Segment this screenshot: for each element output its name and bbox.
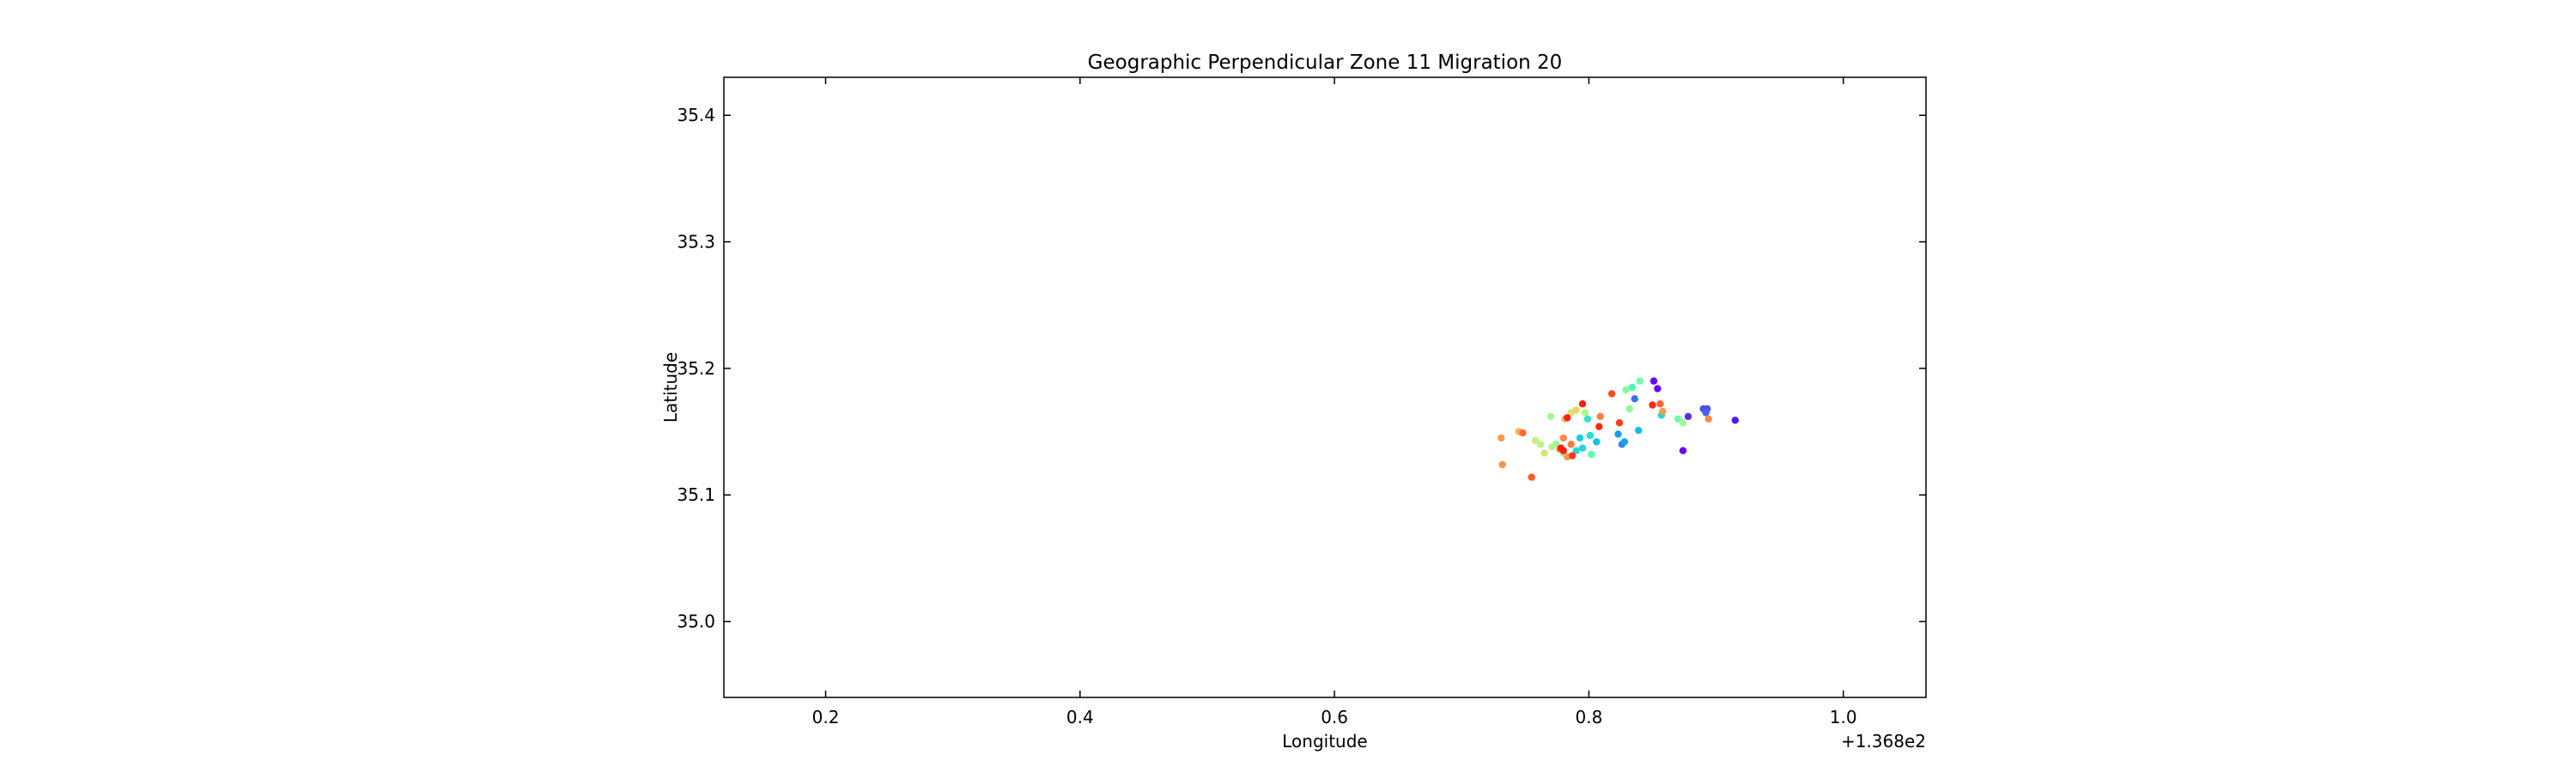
data-point xyxy=(1631,395,1638,403)
data-point xyxy=(1564,414,1571,422)
data-point xyxy=(1628,383,1637,392)
data-points xyxy=(1498,377,1740,481)
data-point xyxy=(1536,441,1545,448)
data-point xyxy=(1540,449,1548,457)
data-point xyxy=(1559,434,1568,442)
data-point xyxy=(1528,473,1535,481)
data-point xyxy=(1654,385,1662,393)
data-point xyxy=(1620,438,1629,446)
data-point xyxy=(1622,386,1630,394)
data-point xyxy=(1596,412,1604,421)
data-point xyxy=(1548,443,1556,451)
data-point xyxy=(1595,423,1603,430)
x-tick-label: 0.6 xyxy=(1321,707,1348,727)
data-point xyxy=(1519,429,1527,437)
x-axis-label: Longitude xyxy=(1282,731,1367,752)
data-point xyxy=(1588,450,1595,459)
data-point xyxy=(1593,438,1601,446)
data-point xyxy=(1679,419,1687,427)
data-point xyxy=(1679,447,1687,454)
data-point xyxy=(1498,460,1506,469)
x-tick-label: 1.0 xyxy=(1830,707,1857,727)
data-point xyxy=(1636,377,1643,385)
data-point xyxy=(1567,441,1575,448)
data-point xyxy=(1659,407,1667,416)
x-axis-offset-label: +1.368e2 xyxy=(1841,731,1926,752)
y-axis-label: Latitude xyxy=(660,352,681,423)
data-point xyxy=(1568,452,1577,460)
data-point xyxy=(1498,434,1505,442)
data-point xyxy=(1581,409,1589,417)
y-tick-label: 35.4 xyxy=(677,105,715,125)
data-point xyxy=(1731,417,1740,424)
data-point xyxy=(1572,406,1580,414)
data-point xyxy=(1607,390,1616,398)
plot-frame xyxy=(723,76,1927,698)
y-tick-label: 35.3 xyxy=(677,232,715,253)
y-tick-label: 35.2 xyxy=(677,358,715,379)
data-point xyxy=(1625,405,1634,413)
y-tick-label: 35.0 xyxy=(677,612,715,632)
y-tick-label: 35.1 xyxy=(677,484,715,505)
data-point xyxy=(1578,444,1587,452)
data-point xyxy=(1614,430,1622,438)
data-point xyxy=(1684,412,1692,421)
data-point xyxy=(1532,436,1540,445)
data-point xyxy=(1702,409,1710,417)
data-point xyxy=(1656,400,1664,408)
data-point xyxy=(1576,434,1584,442)
data-point xyxy=(1674,415,1682,423)
data-point xyxy=(1704,415,1712,423)
data-point xyxy=(1586,431,1595,440)
data-point xyxy=(1635,426,1643,435)
axis-ticks: 0.2 0.4 0.6 0.8 1.0 35.0 35.1 35.2 35.3 35.4 xyxy=(677,77,1926,727)
data-point xyxy=(1546,412,1555,421)
data-point xyxy=(1615,419,1624,427)
data-point xyxy=(1649,401,1656,409)
plot-area xyxy=(723,76,1927,698)
data-point xyxy=(1572,447,1580,454)
x-tick-label: 0.4 xyxy=(1066,707,1094,727)
x-tick-label: 0.2 xyxy=(812,707,840,727)
chart-title: Geographic Perpendicular Zone 11 Migrati… xyxy=(1088,52,1563,74)
data-point xyxy=(1583,415,1592,423)
data-point xyxy=(1649,377,1658,385)
x-tick-label: 0.8 xyxy=(1576,707,1603,727)
data-point xyxy=(1578,400,1587,408)
data-point xyxy=(1559,447,1568,454)
